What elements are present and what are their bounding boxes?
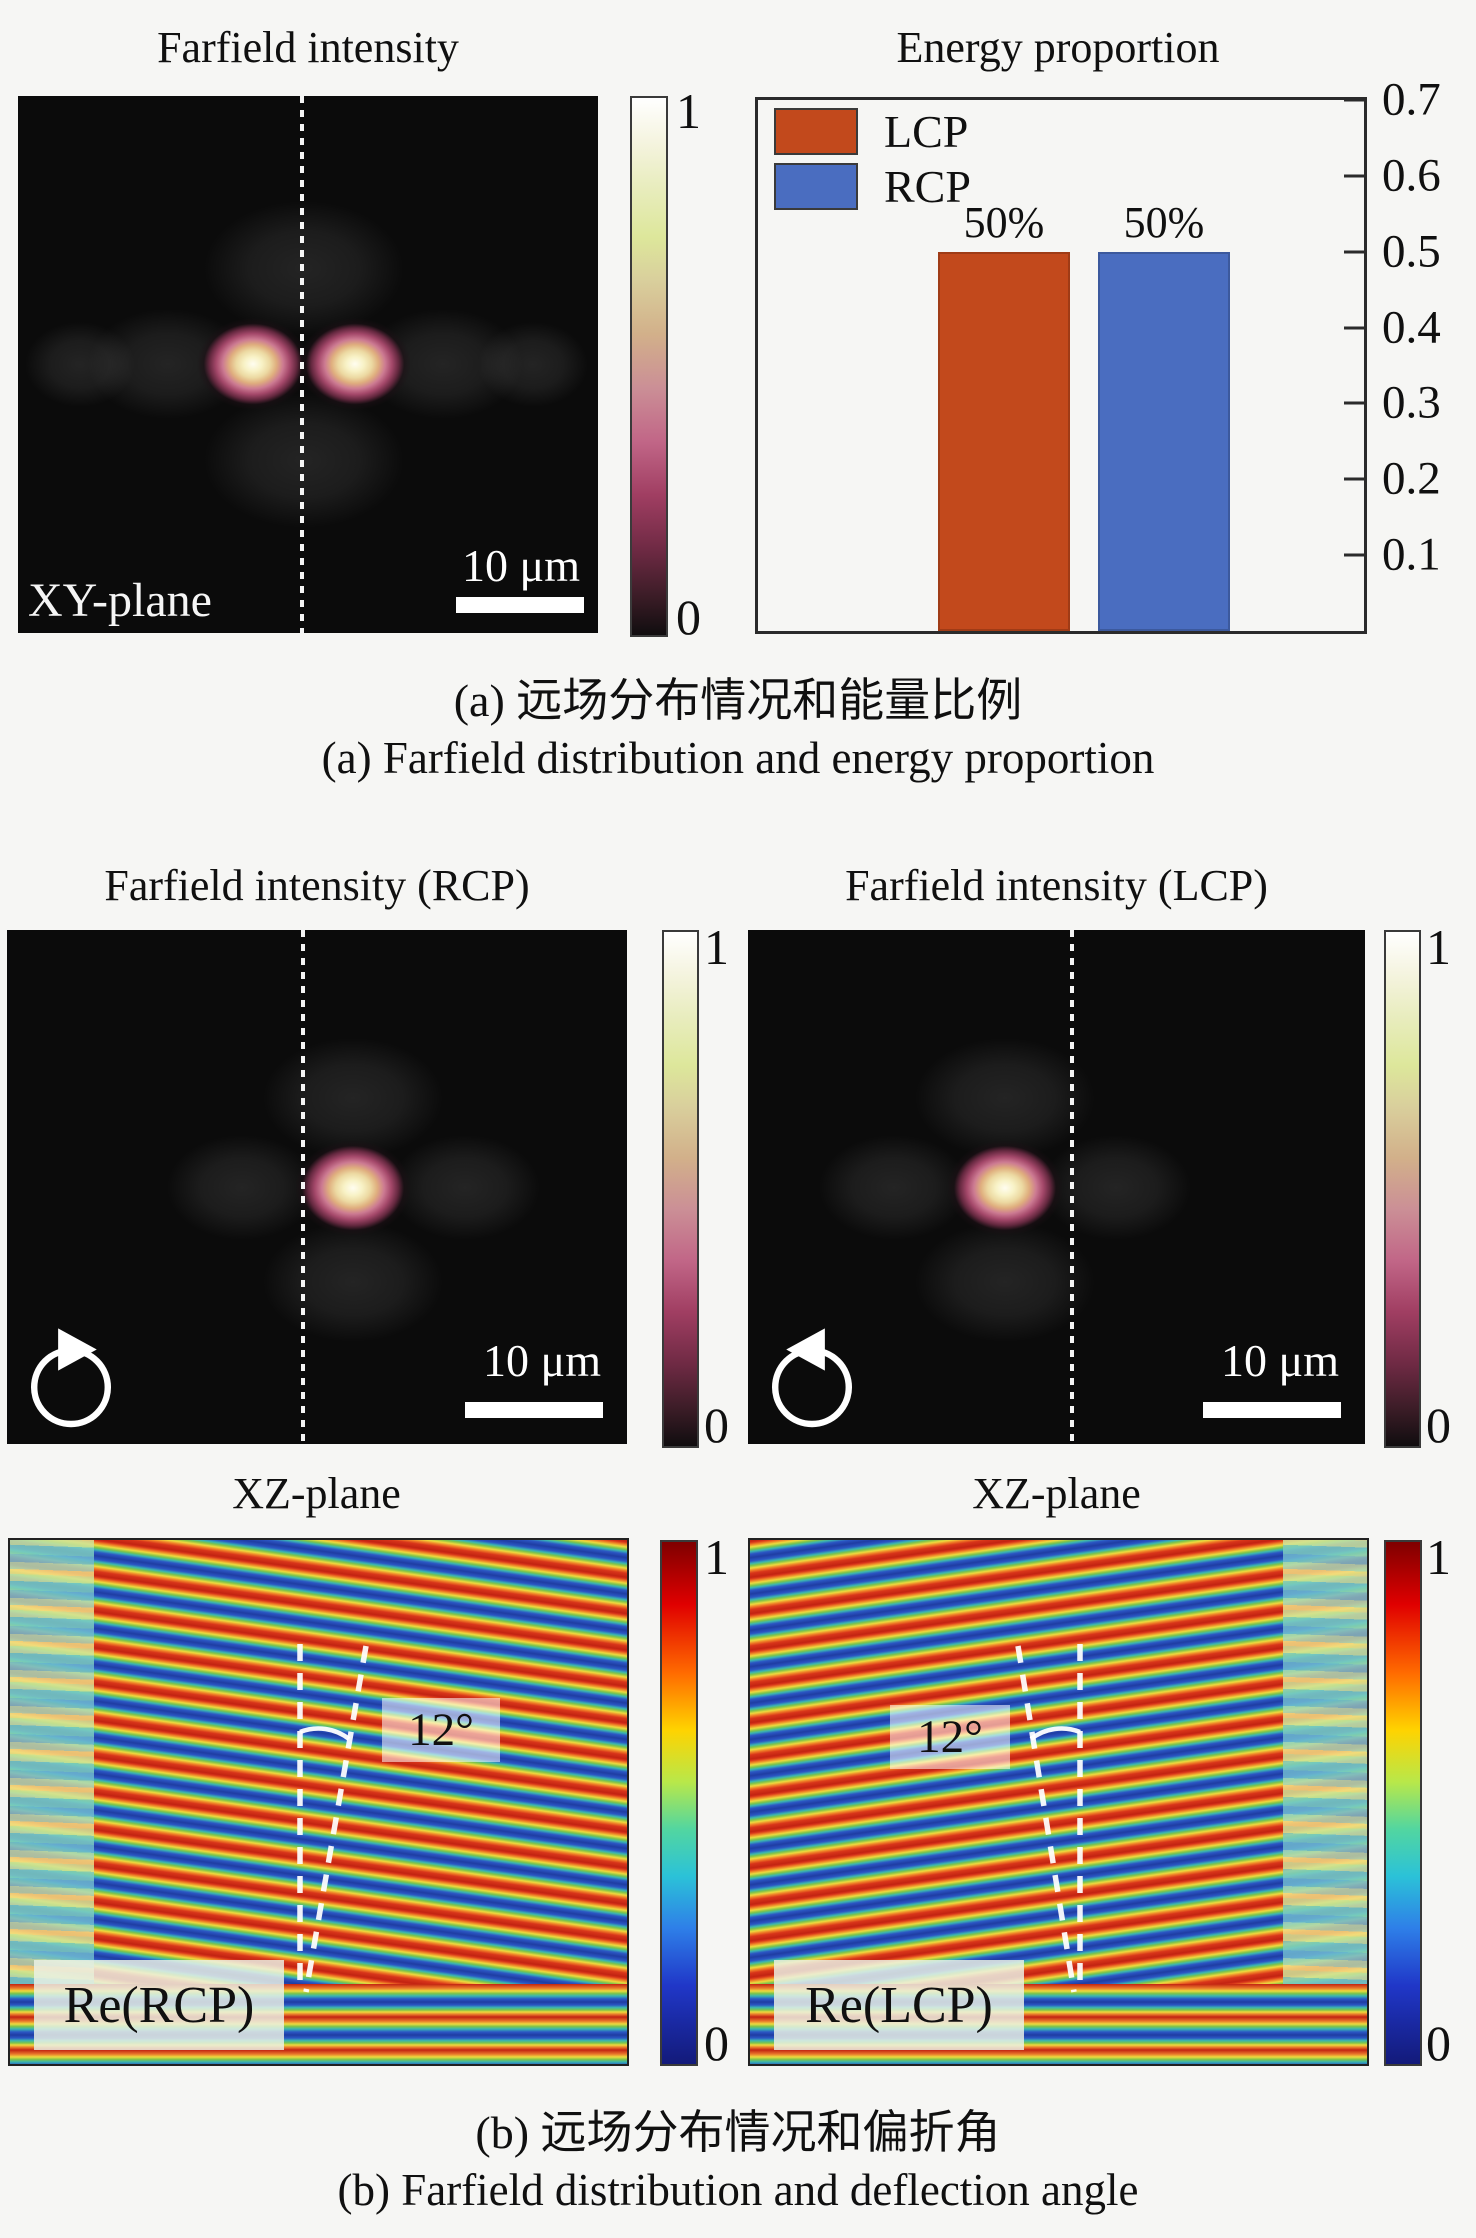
colorbar-min-label: 0 (704, 2015, 729, 2071)
bar-rcp: 50% (1098, 100, 1230, 631)
colorbar-max-label: 1 (1426, 1529, 1451, 1585)
rcp-intensity-image: 10 μm (7, 930, 627, 1444)
y-tick-label: 0.5 (1382, 225, 1441, 278)
clockwise-rotation-icon (30, 1328, 112, 1428)
intensity-lobe (204, 201, 404, 336)
intensity-lobe (1041, 1135, 1191, 1240)
y-tick-mark (1344, 250, 1364, 254)
lcp-color-swatch (774, 108, 858, 155)
bar-rect-lcp (938, 251, 1070, 631)
scalebar-label: 10 μm (483, 1335, 601, 1386)
xy-plane-intensity-image: XY-plane 10 μm (18, 96, 598, 633)
intensity-lobe (25, 322, 135, 407)
y-tick-mark (1344, 174, 1364, 178)
chart-legend: LCP RCP (774, 108, 971, 218)
y-tick-label: 0.3 (1382, 376, 1441, 429)
farfield-rcp-title: Farfield intensity (RCP) (104, 861, 530, 910)
weak-field-region (10, 1540, 94, 1986)
intensity-lobe (390, 1135, 540, 1240)
xz-plane-rcp-title: XZ-plane (232, 1469, 401, 1518)
y-tick-mark (1344, 98, 1364, 102)
y-tick-label: 0.2 (1382, 452, 1441, 505)
scalebar (465, 1402, 603, 1418)
center-dotted-line (301, 930, 305, 1444)
energy-proportion-title: Energy proportion (896, 23, 1220, 72)
scalebar (1203, 1402, 1341, 1418)
focal-spot-left (197, 318, 309, 410)
y-tick-mark (1344, 477, 1364, 481)
colorbar-max-label: 1 (1426, 919, 1451, 975)
bar-value-label: 50% (1123, 197, 1205, 247)
scalebar (456, 597, 584, 613)
y-tick-label: 0.7 (1382, 73, 1441, 126)
energy-proportion-chart: LCP RCP 50% 50% 0.1 0.2 0.3 0.4 0.5 0.6 0.7 (755, 76, 1441, 634)
deflection-angle-annotation (1015, 1644, 1083, 1993)
colorbar-min-label: 0 (676, 589, 701, 645)
bar-value-label: 50% (963, 197, 1045, 247)
scalebar-label: 10 μm (462, 540, 580, 591)
focal-spot (295, 1140, 411, 1236)
intensity-lobe (263, 1038, 443, 1158)
intensity-lobe (204, 393, 404, 528)
field-label: Re(LCP) (774, 1960, 1024, 2050)
caption-a-chinese: (a) 远场分布情况和能量比例 (453, 675, 1023, 726)
colorbar-min-label: 0 (1426, 1397, 1451, 1453)
xz-plane-lcp-title: XZ-plane (972, 1469, 1141, 1518)
legend-label: RCP (884, 160, 971, 212)
y-tick-mark (1344, 553, 1364, 557)
caption-b-chinese: (b) 远场分布情况和偏折角 (475, 2107, 1001, 2158)
focal-spot-right (299, 318, 411, 410)
legend-entry-lcp: LCP (774, 108, 971, 155)
colorbar-max-label: 1 (704, 919, 729, 975)
field-label: Re(RCP) (34, 1960, 284, 2050)
y-tick-label: 0.1 (1382, 528, 1441, 581)
colorbar-min-label: 0 (704, 1397, 729, 1453)
farfield-intensity-title: Farfield intensity (157, 23, 459, 72)
caption-b-english: (b) Farfield distribution and deflection… (337, 2165, 1139, 2215)
colorbar-min-label: 0 (1426, 2015, 1451, 2071)
y-tick-mark (1344, 401, 1364, 405)
caption-a-english: (a) Farfield distribution and energy pro… (321, 733, 1155, 783)
scalebar-label: 10 μm (1221, 1335, 1339, 1386)
intensity-colorbar (662, 930, 699, 1448)
xz-field-rcp-image: 12° Re(RCP) (8, 1538, 629, 2066)
colorbar-max-label: 1 (704, 1529, 729, 1585)
intensity-lobe (478, 322, 588, 407)
bar-rect-rcp (1098, 251, 1230, 631)
counterclockwise-rotation-icon (771, 1328, 853, 1428)
weak-field-region (1283, 1540, 1367, 1986)
intensity-colorbar (630, 96, 668, 637)
bar-lcp: 50% (938, 100, 1070, 631)
plane-label: XY-plane (28, 574, 212, 627)
legend-label: LCP (884, 105, 969, 157)
field-colorbar (660, 1540, 698, 2066)
center-dotted-line (1070, 930, 1074, 1444)
y-tick-mark (1344, 326, 1364, 330)
xz-field-lcp-image: 12° Re(LCP) (748, 1538, 1369, 2066)
angle-label: 12° (382, 1698, 500, 1762)
wavefront-pattern (750, 1540, 1367, 1994)
center-dotted-line (300, 96, 304, 633)
intensity-lobe (263, 1222, 443, 1342)
farfield-lcp-title: Farfield intensity (LCP) (845, 861, 1268, 910)
lcp-intensity-image: 10 μm (748, 930, 1365, 1444)
colorbar-max-label: 1 (676, 83, 701, 139)
angle-label: 12° (890, 1705, 1010, 1769)
y-tick-label: 0.6 (1382, 149, 1441, 202)
intensity-lobe (819, 1135, 969, 1240)
focal-spot (947, 1140, 1063, 1236)
deflection-angle-annotation (297, 1644, 369, 1993)
y-tick-label: 0.4 (1382, 301, 1441, 354)
field-colorbar (1384, 1540, 1422, 2066)
intensity-colorbar (1384, 930, 1421, 1448)
legend-entry-rcp: RCP (774, 163, 971, 210)
rcp-color-swatch (774, 163, 858, 210)
intensity-lobe (915, 1038, 1095, 1158)
intensity-lobe (167, 1135, 317, 1240)
intensity-lobe (915, 1222, 1095, 1342)
